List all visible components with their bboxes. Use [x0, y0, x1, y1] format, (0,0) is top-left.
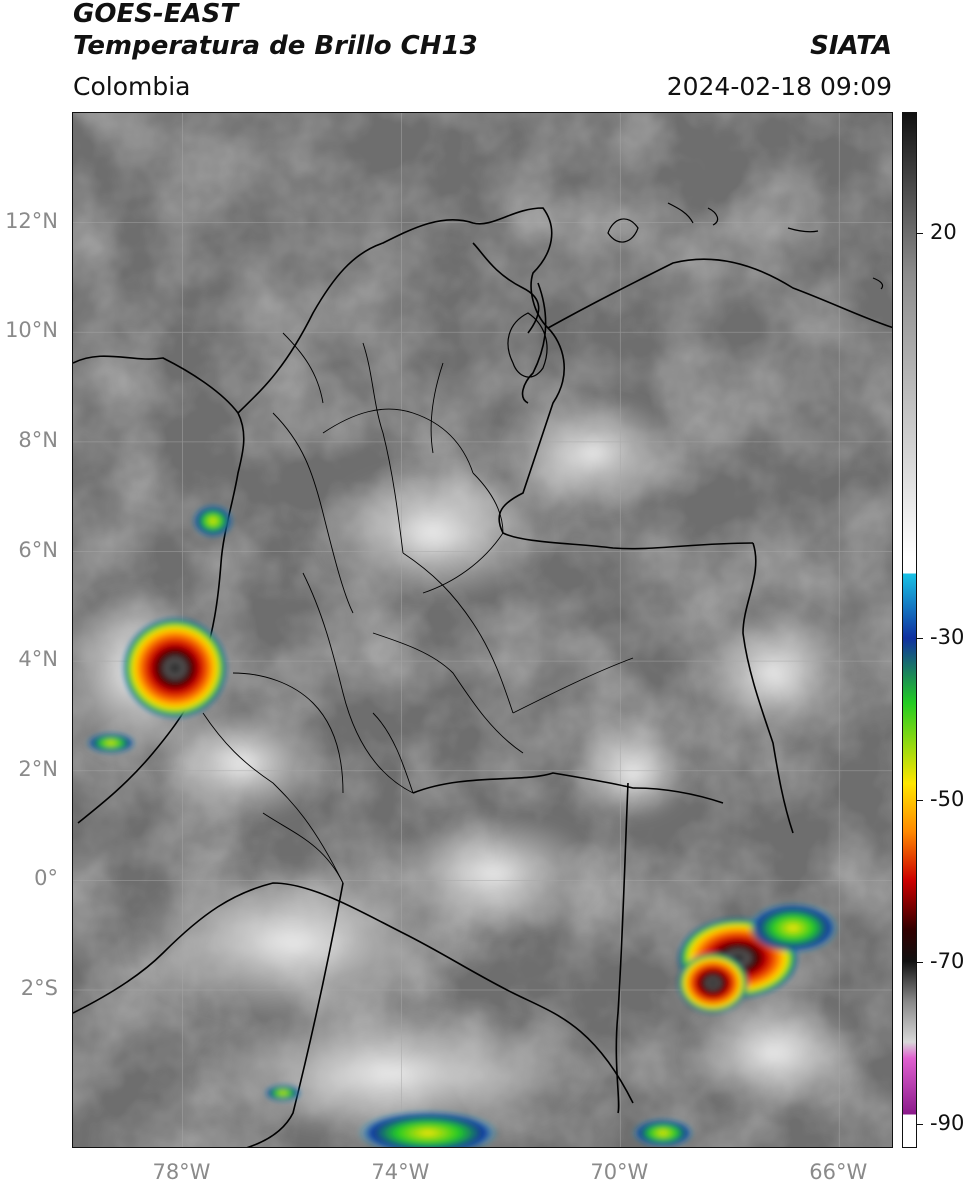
title-product: Temperatura de Brillo CH13	[73, 31, 478, 61]
convective-cells	[87, 505, 838, 1147]
lat-tick-label: 8°N	[18, 427, 58, 452]
colorbar-tick	[917, 233, 923, 235]
title-satellite: GOES-EAST	[73, 0, 239, 29]
colorbar-tick-label: -70	[930, 948, 965, 973]
satellite-map[interactable]	[72, 112, 893, 1148]
cloud-cell-choco	[193, 505, 233, 537]
storm-cell-pacific	[123, 618, 227, 718]
colorbar-tick-label: -30	[930, 625, 965, 650]
temperature-colorbar	[902, 112, 917, 1148]
department-borders	[202, 332, 634, 884]
country-borders	[73, 207, 892, 1147]
lon-tick-label: 74°W	[371, 1160, 430, 1184]
cloud-cell-amazon-east	[748, 903, 838, 953]
lon-tick-label: 78°W	[152, 1160, 211, 1184]
coastline-islands	[507, 202, 884, 378]
lat-tick-label: 12°N	[5, 208, 58, 233]
lon-tick-label: 70°W	[590, 1160, 649, 1184]
cloud-cell-south	[358, 1111, 498, 1147]
lat-tick-label: 4°N	[18, 647, 58, 672]
lon-tick-label: 66°W	[809, 1160, 868, 1184]
colorbar-tick-label: -90	[930, 1110, 965, 1135]
source-label: SIATA	[810, 31, 892, 61]
cloud-cell-pacific-small	[87, 733, 135, 753]
colorbar-tick	[917, 799, 923, 801]
lat-tick-label: 6°N	[18, 537, 58, 562]
lat-tick-label: 10°N	[5, 318, 58, 343]
colorbar-tick-label: 20	[930, 220, 957, 245]
colorbar-tick	[917, 638, 923, 640]
colorbar-tick	[917, 1123, 923, 1125]
lat-tick-label: 2°S	[20, 976, 58, 1001]
cloud-cell-southwest	[265, 1085, 301, 1101]
colorbar-tick-label: -50	[930, 786, 965, 811]
cloud-cell-south-east	[633, 1119, 693, 1147]
map-canvas	[73, 113, 892, 1147]
colorbar-tick	[917, 961, 923, 963]
lat-tick-label: 0°	[34, 866, 58, 891]
lat-tick-label: 2°N	[18, 756, 58, 781]
storm-cell-amazon-core	[678, 953, 748, 1013]
region-label: Colombia	[73, 72, 191, 101]
datetime-label: 2024-02-18 09:09	[666, 72, 892, 101]
